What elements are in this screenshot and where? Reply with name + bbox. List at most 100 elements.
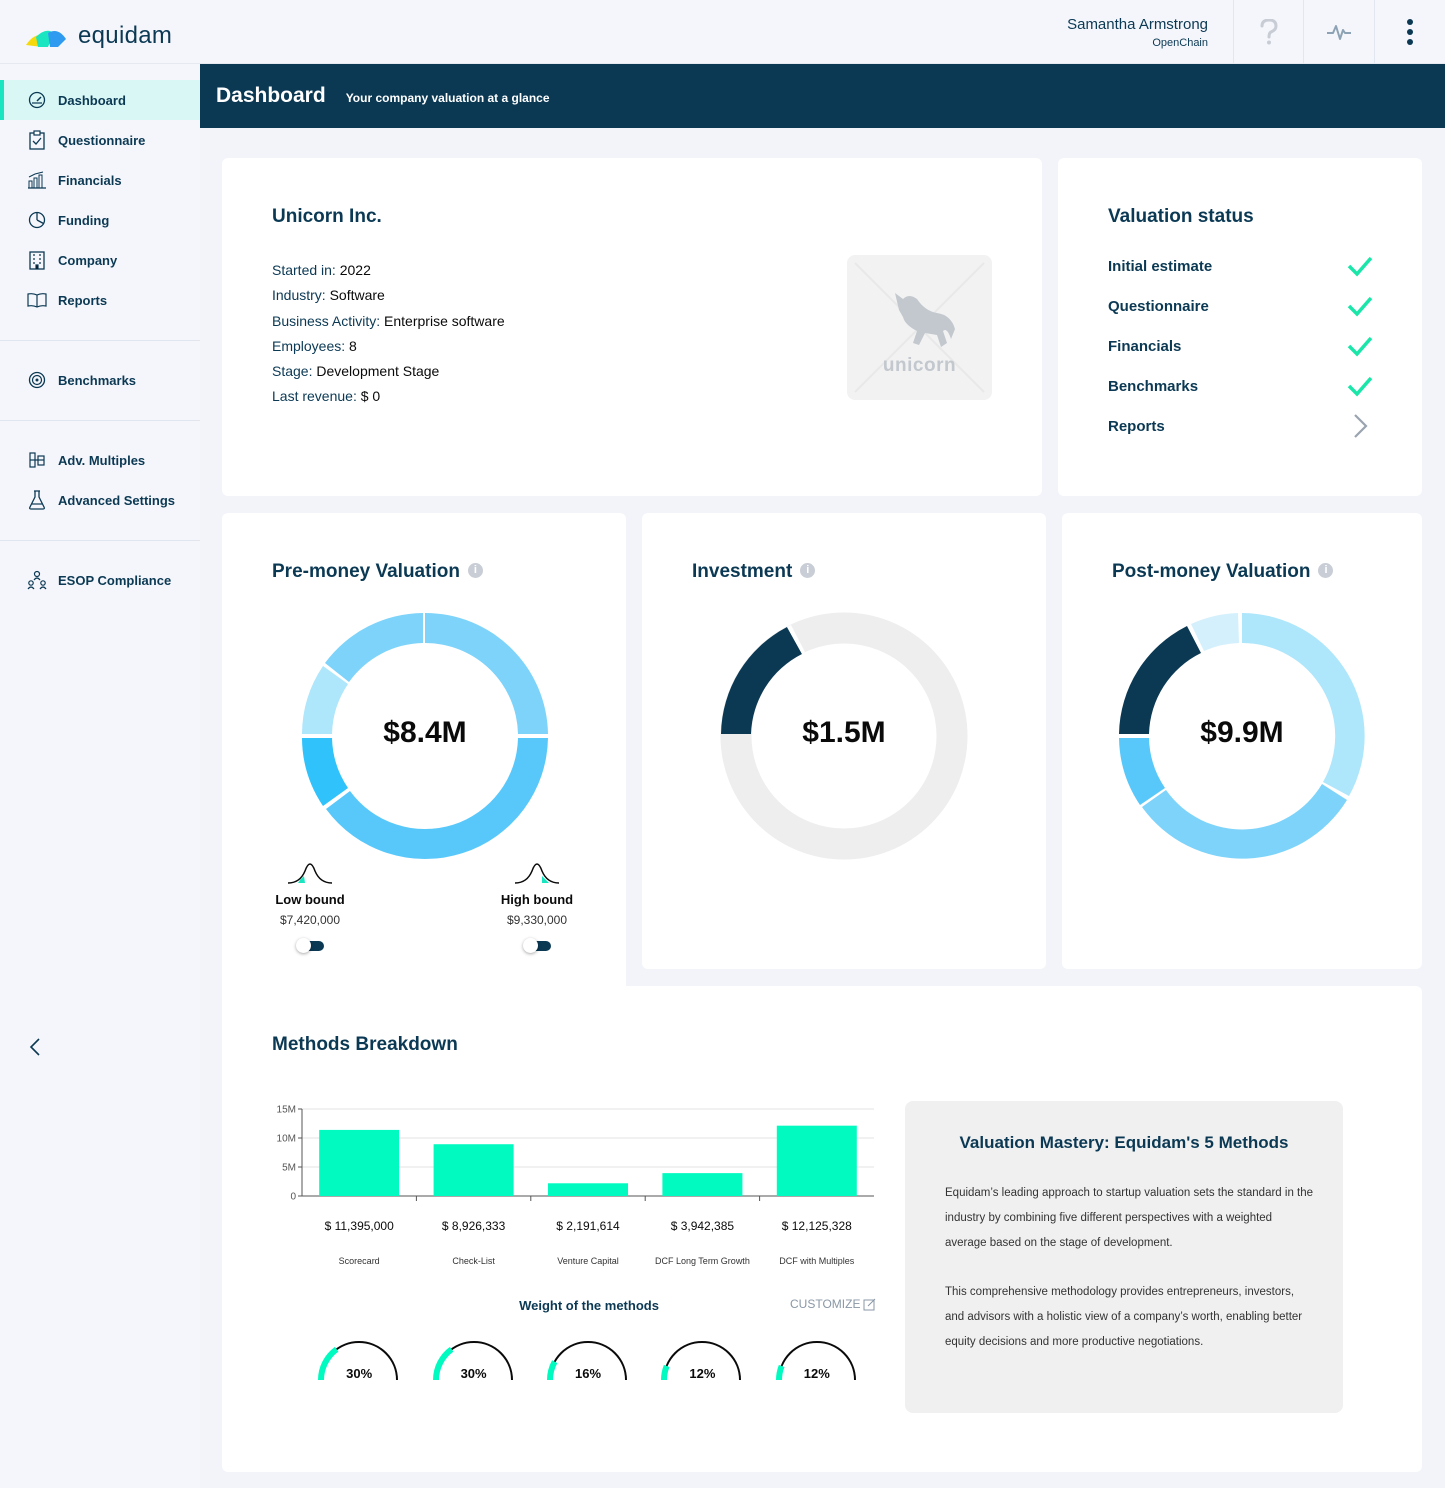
method-name-label: DCF Long Term Growth <box>654 1256 750 1266</box>
status-item-financials[interactable]: Financials <box>1108 334 1373 358</box>
sidebar-item-dashboard[interactable]: Dashboard <box>0 80 200 120</box>
method-value-label: $ 2,191,614 <box>556 1219 620 1233</box>
status-item-initial-estimate[interactable]: Initial estimate <box>1108 254 1373 278</box>
page-header: Dashboard Your company valuation at a gl… <box>200 64 1445 128</box>
company-name: Unicorn Inc. <box>272 206 382 227</box>
sidebar-item-esop-compliance[interactable]: ESOP Compliance <box>0 560 200 600</box>
bar-check-list[interactable] <box>433 1144 514 1196</box>
bar-dcf-with-multiples[interactable] <box>776 1125 857 1196</box>
bar-chart-icon <box>27 170 47 190</box>
sidebar-divider <box>0 420 200 421</box>
valuation-status-card: Valuation status Initial estimate Questi… <box>1058 158 1422 496</box>
weight-gauge <box>432 1338 516 1381</box>
company-details: Started in: 2022 Industry: Software Busi… <box>272 258 505 410</box>
weight-gauge-label: 30% <box>460 1366 487 1381</box>
low-bound: Low bound $7,420,000 <box>255 859 365 953</box>
sidebar-item-advanced-settings[interactable]: Advanced Settings <box>0 480 200 520</box>
company-logo[interactable]: unicorn <box>847 255 992 400</box>
weight-gauge <box>660 1338 744 1381</box>
method-name-label: Scorecard <box>338 1256 380 1266</box>
weight-gauge-label: 16% <box>574 1366 602 1381</box>
check-icon <box>1347 296 1373 317</box>
flask-icon <box>27 490 47 510</box>
investment-title: Investment i <box>692 561 816 583</box>
question-icon <box>1260 19 1278 45</box>
low-bound-toggle[interactable] <box>296 938 324 953</box>
bar-scorecard[interactable] <box>319 1129 400 1196</box>
pie-icon <box>27 210 47 230</box>
high-bound-toggle[interactable] <box>523 938 551 953</box>
bar-venture-capital[interactable] <box>548 1183 628 1196</box>
chevron-left-icon <box>29 1038 40 1056</box>
sidebar-item-label: Adv. Multiples <box>58 452 146 468</box>
sidebar-item-label: Company <box>58 252 118 268</box>
mastery-title: Valuation Mastery: Equidam's 5 Methods <box>959 1133 1289 1152</box>
pre-money-value: $8.4M <box>383 716 467 749</box>
sidebar-item-questionnaire[interactable]: Questionnaire <box>0 120 200 160</box>
more-menu-button[interactable] <box>1374 0 1445 64</box>
kebab-menu-icon <box>1407 19 1413 45</box>
building-icon <box>27 250 47 270</box>
method-name-label: DCF with Multiples <box>779 1256 855 1266</box>
help-button[interactable] <box>1233 0 1303 64</box>
unicorn-logo-icon <box>854 262 985 393</box>
status-title: Valuation status <box>1108 206 1254 227</box>
bar-dcf-long-term-growth[interactable] <box>662 1173 743 1196</box>
sidebar-item-benchmarks[interactable]: Benchmarks <box>0 360 200 400</box>
weight-gauge-label: 12% <box>689 1366 716 1381</box>
method-value-label: $ 8,926,333 <box>441 1219 506 1233</box>
check-icon <box>1347 376 1373 397</box>
top-bar: equidam Samantha Armstrong OpenChain <box>0 0 1445 64</box>
mastery-paragraph-2: This comprehensive methodology provides … <box>945 1286 1303 1348</box>
user-org: OpenChain <box>1152 37 1208 49</box>
y-tick-label: 5M <box>282 1163 296 1174</box>
weights-title: Weight of the methods <box>519 1298 659 1313</box>
post-money-donut <box>1119 613 1365 859</box>
book-icon <box>27 290 47 310</box>
sidebar: Dashboard Questionnaire Financials Fundi… <box>0 64 200 1488</box>
pre-money-donut <box>302 613 548 860</box>
status-item-reports[interactable]: Reports <box>1108 414 1373 438</box>
post-money-value: $9.9M <box>1200 716 1284 749</box>
methods-title: Methods Breakdown <box>272 1034 458 1055</box>
sidebar-item-adv-multiples[interactable]: Adv. Multiples <box>0 440 200 480</box>
info-icon[interactable]: i <box>1318 562 1334 578</box>
user-name: Samantha Armstrong <box>1067 16 1208 33</box>
status-item-benchmarks[interactable]: Benchmarks <box>1108 374 1373 398</box>
sidebar-item-financials[interactable]: Financials <box>0 160 200 200</box>
detail-stage: Stage: Development Stage <box>272 363 440 380</box>
sidebar-item-funding[interactable]: Funding <box>0 200 200 240</box>
sidebar-item-company[interactable]: Company <box>0 240 200 280</box>
sidebar-divider <box>0 540 200 541</box>
card-connector <box>222 985 626 997</box>
detail-started: Started in: 2022 <box>272 262 371 278</box>
clipboard-icon <box>27 130 47 150</box>
y-tick-label: 10M <box>277 1134 296 1145</box>
company-card: Unicorn Inc. Started in: 2022 Industry: … <box>222 158 1042 496</box>
weight-gauge <box>317 1338 401 1381</box>
mastery-paragraph-1: Equidam’s leading approach to startup va… <box>945 1187 1314 1249</box>
gauge-icon <box>27 90 47 110</box>
sidebar-divider <box>0 340 200 341</box>
post-money-card: Post-money Valuation i $9.9M <box>1062 513 1422 969</box>
user-info[interactable]: Samantha Armstrong OpenChain <box>1067 16 1208 49</box>
info-icon[interactable]: i <box>467 562 483 578</box>
sidebar-item-label: ESOP Compliance <box>58 572 172 588</box>
status-item-questionnaire[interactable]: Questionnaire <box>1108 294 1373 318</box>
y-tick-label: 15M <box>277 1105 296 1116</box>
brand-name: equidam <box>78 22 173 49</box>
weight-gauge <box>775 1338 859 1381</box>
check-icon <box>1347 256 1373 277</box>
sidebar-item-reports[interactable]: Reports <box>0 280 200 320</box>
pre-money-card: Pre-money Valuation i $8.4M Low bound $7,… <box>222 513 626 993</box>
info-icon[interactable]: i <box>800 562 816 578</box>
edit-icon <box>863 1298 876 1310</box>
collapse-sidebar-button[interactable] <box>28 1037 42 1062</box>
people-icon <box>27 570 47 590</box>
methods-bar-chart: 0 5M 10M 15M <box>277 1105 874 1203</box>
high-bound: High bound $9,330,000 <box>482 859 592 953</box>
customize-button[interactable]: CUSTOMIZE <box>790 1297 876 1311</box>
logo[interactable]: equidam <box>24 22 172 50</box>
sidebar-item-label: Reports <box>58 292 108 308</box>
activity-button[interactable] <box>1303 0 1373 64</box>
